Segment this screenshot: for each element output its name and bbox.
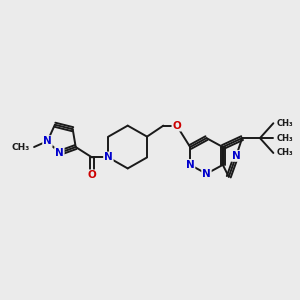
Text: N: N — [104, 152, 113, 162]
Text: CH₃: CH₃ — [276, 148, 293, 158]
Text: O: O — [88, 170, 96, 180]
Text: CH₃: CH₃ — [276, 134, 293, 142]
Text: N: N — [55, 148, 64, 158]
Text: N: N — [232, 151, 241, 161]
Text: N: N — [186, 160, 194, 170]
Text: CH₃: CH₃ — [276, 119, 293, 128]
Text: CH₃: CH₃ — [11, 142, 30, 152]
Text: N: N — [202, 169, 211, 179]
Text: N: N — [43, 136, 52, 146]
Text: O: O — [172, 121, 181, 130]
